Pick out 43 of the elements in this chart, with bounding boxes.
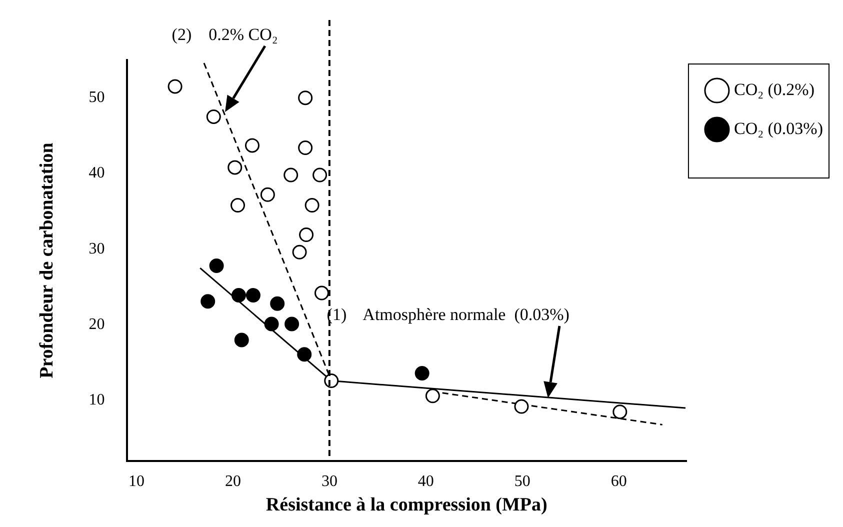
point [168,79,182,94]
point [297,347,312,362]
x-tick-label: 10 [128,472,144,490]
point [209,258,224,274]
x-tick-label: 30 [321,472,338,490]
point [244,138,260,153]
y-tick-label: 10 [88,392,105,409]
point [246,288,260,303]
point [425,388,440,404]
x-tick-label: 50 [514,472,530,490]
legend-label: CO₂ (0.03%) [734,118,824,138]
y-tick-label: 40 [88,164,105,182]
x-axis-title: Résistance à la compression (MPa) [266,494,548,516]
point [284,316,300,332]
point [304,198,320,213]
point [260,187,275,202]
point [514,399,529,414]
point [234,332,249,348]
point [231,288,246,303]
point [612,404,628,420]
point [298,90,313,106]
y-tick-label: 30 [88,240,105,258]
point [314,286,329,300]
point [200,294,216,309]
legend-label: CO₂ (0.2%) [734,80,815,99]
x-tick-label: 60 [610,472,627,490]
y-tick-label: 20 [88,316,105,334]
point [298,140,313,156]
point [264,316,279,332]
x-tick-label: 20 [224,472,241,490]
text: (2) 0.2% CO₂ [172,25,278,45]
point [230,198,246,213]
y-axis-title: Profondeur de carbonatation [36,142,58,378]
point [414,366,430,380]
y-tick-label: 50 [88,89,105,106]
point [312,168,328,182]
point [206,109,221,124]
point [284,168,298,182]
point [270,296,285,311]
point [228,160,242,175]
point [292,244,307,260]
point [299,228,314,242]
x-tick-label: 40 [418,472,434,490]
